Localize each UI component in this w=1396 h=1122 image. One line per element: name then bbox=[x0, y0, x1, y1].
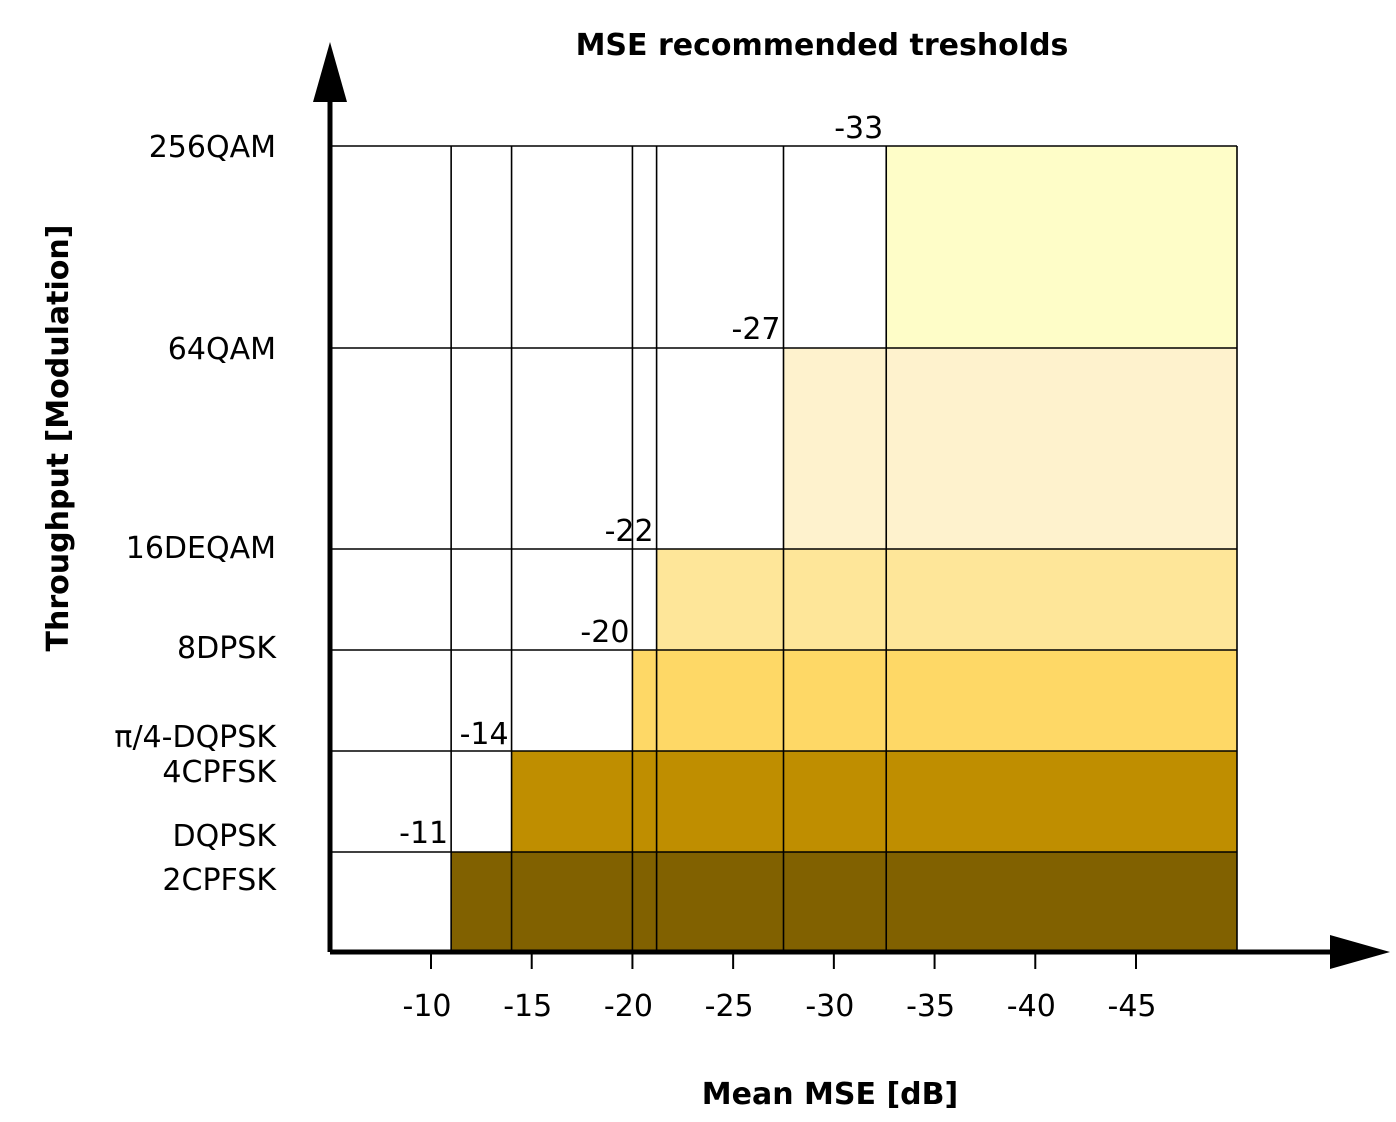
chart-title: MSE recommended tresholds bbox=[576, 28, 1069, 63]
y-category-label: 64QAM bbox=[168, 332, 276, 367]
threshold-region bbox=[886, 146, 1237, 348]
x-tick-label: -30 bbox=[805, 989, 854, 1024]
x-tick-label: -25 bbox=[705, 989, 754, 1024]
threshold-label: -11 bbox=[399, 816, 448, 851]
y-axis-label: Throughput [Modulation] bbox=[41, 225, 76, 652]
y-category-label: π/4-DQPSK bbox=[114, 720, 277, 755]
threshold-region bbox=[632, 650, 1237, 751]
y-category-label: 8DPSK bbox=[177, 631, 277, 666]
y-category-label: 256QAM bbox=[149, 130, 276, 165]
axes bbox=[313, 42, 1390, 969]
threshold-label: -20 bbox=[580, 615, 629, 650]
x-axis-arrow bbox=[1330, 935, 1390, 969]
threshold-region bbox=[511, 751, 1238, 852]
x-tick-label: -40 bbox=[1007, 989, 1056, 1024]
x-tick-label: -10 bbox=[403, 989, 452, 1024]
y-category-label: 2CPFSK bbox=[162, 863, 277, 898]
threshold-fills bbox=[451, 146, 1238, 952]
x-tick-label: -35 bbox=[906, 989, 955, 1024]
threshold-labels: -11 -14 -20 -22 -27 -33 bbox=[399, 111, 883, 851]
threshold-label: -33 bbox=[834, 111, 883, 146]
threshold-region bbox=[451, 852, 1238, 952]
threshold-label: -14 bbox=[460, 717, 509, 752]
x-tick-label: -15 bbox=[503, 989, 552, 1024]
y-category-label: 16DEQAM bbox=[126, 531, 276, 566]
threshold-region bbox=[783, 348, 1237, 549]
y-axis-arrow bbox=[313, 42, 347, 102]
threshold-label: -22 bbox=[605, 514, 654, 549]
threshold-label: -27 bbox=[732, 312, 781, 347]
y-category-label: 4CPFSK bbox=[162, 755, 277, 790]
y-category-label: DQPSK bbox=[172, 819, 277, 854]
x-ticks: -10 -15 -20 -25 -30 -35 -40 -45 bbox=[403, 952, 1157, 1024]
x-tick-label: -45 bbox=[1108, 989, 1157, 1024]
x-tick-label: -20 bbox=[604, 989, 653, 1024]
threshold-region bbox=[656, 549, 1237, 650]
x-axis-label: Mean MSE [dB] bbox=[702, 1077, 958, 1112]
grid-lines bbox=[330, 145, 1238, 952]
